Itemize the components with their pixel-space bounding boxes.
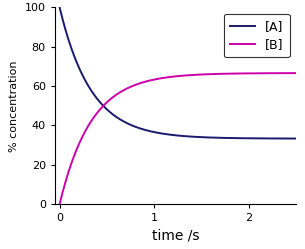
[A] xyxy=(288,137,292,140)
[B] xyxy=(186,74,189,77)
[B] xyxy=(198,73,202,76)
[A] xyxy=(186,135,189,138)
[A] xyxy=(170,133,174,136)
Y-axis label: % concentration: % concentration xyxy=(9,60,19,152)
X-axis label: time /s: time /s xyxy=(152,229,199,243)
Line: [A]: [A] xyxy=(59,7,296,138)
[A] xyxy=(251,137,255,140)
[A] xyxy=(171,133,175,136)
[B] xyxy=(58,203,61,206)
[B] xyxy=(288,72,292,75)
Legend: [A], [B]: [A], [B] xyxy=(224,14,290,57)
[B] xyxy=(171,75,175,78)
[B] xyxy=(294,72,298,75)
[A] xyxy=(294,137,298,140)
[B] xyxy=(170,75,174,78)
[A] xyxy=(58,6,61,9)
[B] xyxy=(251,72,255,75)
[A] xyxy=(198,136,202,139)
Line: [B]: [B] xyxy=(59,73,296,204)
